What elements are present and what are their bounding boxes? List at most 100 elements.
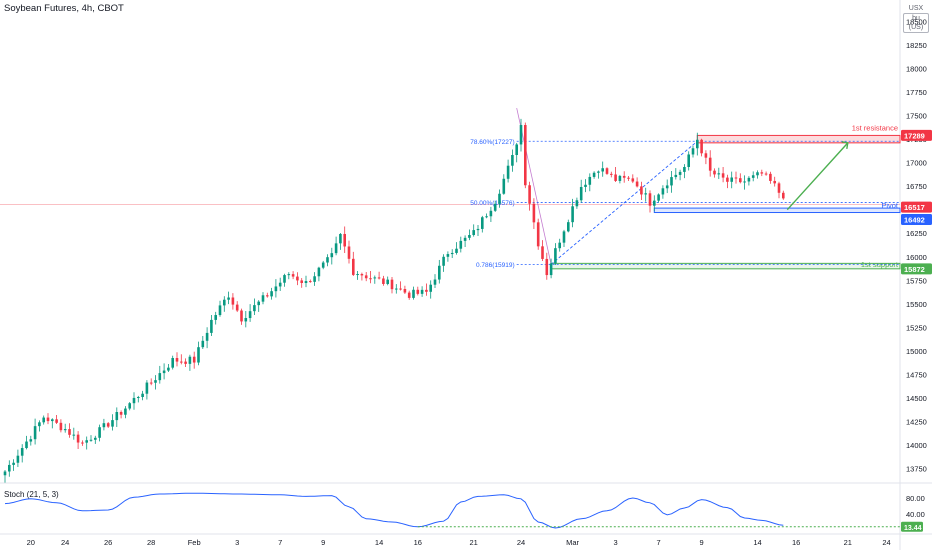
candle-body bbox=[3, 471, 7, 476]
candle-body bbox=[25, 441, 28, 449]
candle-body bbox=[29, 439, 33, 442]
candle-body bbox=[446, 254, 450, 257]
price-tick-label: 16750 bbox=[906, 182, 927, 191]
candle-body bbox=[691, 148, 695, 155]
price-tick-label: 14750 bbox=[906, 370, 927, 379]
candle-body bbox=[188, 356, 192, 364]
candle-body bbox=[68, 429, 71, 435]
candle-body bbox=[403, 288, 407, 293]
candle-body bbox=[747, 177, 751, 182]
price-tick-label: 16250 bbox=[906, 229, 927, 238]
candle-body bbox=[55, 419, 58, 423]
candle-body bbox=[717, 173, 721, 175]
time-tick-label: 7 bbox=[657, 538, 661, 547]
stochastic-title: Stoch (21, 5, 3) bbox=[4, 490, 59, 499]
candle-body bbox=[661, 188, 665, 195]
candle-body bbox=[696, 139, 699, 149]
candle-body bbox=[231, 297, 235, 305]
candle-body bbox=[476, 228, 480, 231]
candle-body bbox=[678, 171, 682, 175]
candle-body bbox=[459, 240, 463, 249]
price-tick-label: 15750 bbox=[906, 276, 927, 285]
candle-body bbox=[493, 203, 497, 211]
candle-body bbox=[481, 217, 484, 229]
candle-body bbox=[708, 157, 712, 171]
candle-body bbox=[343, 233, 346, 247]
candle-body bbox=[227, 297, 230, 300]
candle-body bbox=[395, 288, 398, 290]
candle-body bbox=[588, 176, 592, 185]
candle-body bbox=[180, 361, 183, 363]
time-tick-label: 24 bbox=[517, 538, 525, 547]
candle-body bbox=[511, 155, 514, 166]
currency-unit-label[interactable]: USX bu (US) bbox=[903, 4, 929, 33]
candle-body bbox=[575, 200, 579, 207]
candle-body bbox=[326, 257, 329, 263]
candle-body bbox=[119, 412, 123, 415]
candle-body bbox=[730, 177, 733, 182]
candle-body bbox=[485, 216, 488, 218]
resistance-zone bbox=[696, 134, 901, 144]
candle-body bbox=[291, 274, 295, 277]
stochastic-panel: 80.00 40.00 13.44 bbox=[4, 492, 925, 532]
candle-body bbox=[20, 448, 24, 456]
time-tick-label: 24 bbox=[61, 538, 69, 547]
candle-body bbox=[356, 274, 359, 276]
candle-body bbox=[205, 332, 209, 341]
candle-body bbox=[16, 455, 20, 463]
price-tick-label: 14500 bbox=[906, 394, 927, 403]
candle-body bbox=[571, 206, 574, 223]
candle-body bbox=[274, 286, 278, 292]
candle-body bbox=[175, 358, 179, 362]
candle-body bbox=[782, 192, 785, 199]
price-tick-label: 17500 bbox=[906, 112, 927, 121]
candle-body bbox=[515, 144, 518, 156]
currency-label: USX bbox=[908, 5, 924, 12]
candle-body bbox=[85, 440, 88, 443]
candle-body bbox=[313, 276, 316, 282]
candle-body bbox=[145, 382, 149, 394]
candle-body bbox=[253, 305, 256, 312]
candle-body bbox=[369, 278, 372, 280]
candle-body bbox=[266, 295, 269, 297]
candle-body bbox=[739, 178, 742, 183]
candle-body bbox=[420, 289, 424, 294]
candle-body bbox=[158, 373, 162, 381]
candle-body bbox=[278, 282, 282, 287]
price-tick-label: 15500 bbox=[906, 300, 927, 309]
candle-body bbox=[42, 417, 45, 423]
time-axis[interactable]: 20 24 26 28 Feb 3 7 9 14 16 21 24 Mar 3 7 9 14 16 21 24 bbox=[27, 538, 891, 547]
candle-body bbox=[610, 173, 613, 175]
candle-body bbox=[567, 222, 570, 232]
candle-body bbox=[149, 382, 153, 384]
stochastic-value-tag bbox=[901, 521, 923, 532]
stochastic-tick-label: 80.00 bbox=[906, 494, 925, 503]
candle-body bbox=[489, 210, 493, 217]
candle-body bbox=[137, 397, 140, 399]
candle-body bbox=[347, 246, 351, 259]
fib-level-label: 50.00%(16576) bbox=[470, 200, 514, 207]
candle-body bbox=[627, 177, 630, 179]
candle-body bbox=[63, 429, 67, 431]
candle-body bbox=[450, 252, 454, 255]
time-tick-label: 21 bbox=[844, 538, 852, 547]
fib-level-label: 78.60%(17227) bbox=[470, 139, 514, 146]
candle-body bbox=[304, 281, 308, 284]
projection-arrow-head bbox=[841, 141, 849, 149]
time-tick-label: 28 bbox=[147, 538, 155, 547]
candle-body bbox=[132, 397, 136, 404]
candle-body bbox=[545, 258, 549, 276]
candle-body bbox=[317, 267, 321, 277]
price-axis[interactable]: 1850018250180001775017500172501700016750… bbox=[901, 17, 932, 474]
candle-body bbox=[287, 274, 291, 276]
time-tick-label: Mar bbox=[566, 538, 579, 547]
candle-body bbox=[309, 281, 312, 283]
candle-body bbox=[141, 393, 144, 398]
time-tick-label: 14 bbox=[375, 538, 383, 547]
time-tick-label: 14 bbox=[753, 538, 761, 547]
price-tick-label: 17000 bbox=[906, 159, 927, 168]
pivot-zone bbox=[653, 207, 901, 214]
candle-body bbox=[764, 173, 768, 175]
candle-body bbox=[554, 248, 557, 264]
candle-body bbox=[614, 174, 617, 181]
